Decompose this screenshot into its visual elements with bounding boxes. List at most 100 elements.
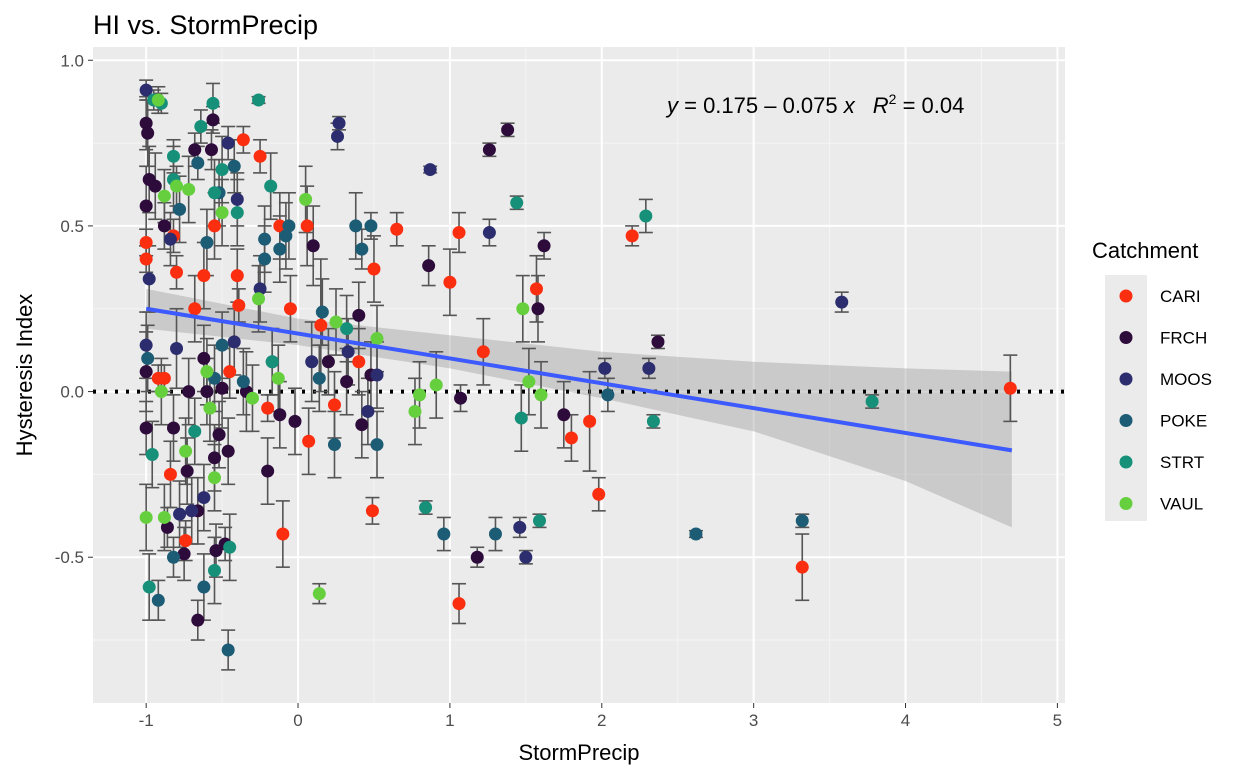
point-poke bbox=[273, 242, 287, 256]
chart-title: HI vs. StormPrecip bbox=[93, 10, 319, 40]
point-vaul bbox=[429, 378, 443, 392]
point-frch bbox=[422, 259, 436, 273]
equation-r2-value: = 0.04 bbox=[896, 93, 964, 118]
point-moos bbox=[197, 491, 211, 505]
point-cari bbox=[261, 401, 275, 415]
point-poke bbox=[221, 643, 235, 657]
y-tick-label: -0.5 bbox=[55, 548, 84, 567]
point-strt bbox=[194, 120, 208, 134]
x-tick-label: 3 bbox=[749, 711, 758, 730]
point-cari bbox=[139, 235, 153, 249]
point-poke bbox=[258, 252, 272, 266]
point-frch bbox=[306, 239, 320, 253]
point-frch bbox=[531, 302, 545, 316]
point-cari bbox=[273, 219, 287, 233]
point-frch bbox=[177, 547, 191, 561]
point-cari bbox=[139, 252, 153, 266]
point-frch bbox=[166, 421, 180, 435]
point-strt bbox=[514, 411, 528, 425]
point-poke bbox=[236, 375, 250, 389]
point-frch bbox=[261, 464, 275, 478]
point-vaul bbox=[370, 332, 384, 346]
point-vaul bbox=[182, 182, 196, 196]
point-strt bbox=[510, 196, 524, 210]
point-moos bbox=[139, 338, 153, 352]
point-frch bbox=[200, 385, 214, 399]
point-frch bbox=[501, 123, 515, 137]
point-frch bbox=[537, 239, 551, 253]
point-vaul bbox=[139, 510, 153, 524]
point-frch bbox=[148, 179, 162, 193]
point-frch bbox=[355, 418, 369, 432]
point-poke bbox=[795, 514, 809, 528]
point-strt bbox=[230, 206, 244, 220]
equation-r2-superscript: 2 bbox=[889, 91, 897, 107]
y-axis-label: Hysteresis Index bbox=[12, 294, 37, 457]
point-cari bbox=[232, 298, 246, 312]
y-tick-label: 0.5 bbox=[60, 217, 84, 236]
point-cari bbox=[452, 226, 466, 240]
point-moos bbox=[305, 355, 319, 369]
point-vaul bbox=[413, 388, 427, 402]
point-vaul bbox=[312, 587, 326, 601]
point-moos bbox=[221, 136, 235, 150]
point-vaul bbox=[157, 510, 171, 524]
point-frch bbox=[182, 385, 196, 399]
point-poke bbox=[355, 242, 369, 256]
point-moos bbox=[163, 232, 177, 246]
equation-r2-label: R bbox=[873, 93, 889, 118]
equation-lhs: y bbox=[665, 93, 680, 118]
point-frch bbox=[139, 421, 153, 435]
y-tick-label: 1.0 bbox=[60, 51, 84, 70]
point-poke bbox=[227, 159, 241, 173]
x-axis-label: StormPrecip bbox=[518, 740, 639, 765]
point-poke bbox=[370, 438, 384, 452]
point-vaul bbox=[203, 401, 217, 415]
point-cari bbox=[188, 302, 202, 316]
point-strt bbox=[206, 96, 220, 110]
point-moos bbox=[173, 507, 187, 521]
regression-line bbox=[145, 306, 1013, 453]
point-frch bbox=[208, 451, 221, 465]
point-cari bbox=[390, 222, 404, 236]
point-frch bbox=[160, 520, 174, 534]
point-cari bbox=[476, 345, 490, 359]
point-cari bbox=[230, 269, 244, 283]
point-frch bbox=[482, 143, 496, 157]
point-frch bbox=[321, 355, 335, 369]
legend-key-poke bbox=[1119, 414, 1133, 427]
point-strt bbox=[264, 179, 278, 193]
legend-label-vaul: VAUL bbox=[1160, 495, 1203, 514]
point-frch bbox=[470, 550, 484, 564]
point-cari bbox=[163, 467, 177, 481]
point-vaul bbox=[522, 375, 536, 389]
point-cari bbox=[452, 597, 466, 611]
point-strt bbox=[646, 414, 660, 428]
point-cari bbox=[276, 527, 290, 541]
point-strt bbox=[208, 563, 221, 577]
point-frch bbox=[139, 116, 153, 130]
data-points bbox=[139, 83, 1017, 657]
point-poke bbox=[327, 438, 341, 452]
point-moos bbox=[185, 504, 199, 518]
point-cari bbox=[157, 371, 171, 385]
point-moos bbox=[519, 550, 533, 564]
point-poke bbox=[364, 219, 378, 233]
point-cari bbox=[300, 219, 314, 233]
point-vaul bbox=[170, 179, 184, 193]
x-tick-label: 4 bbox=[901, 711, 910, 730]
point-strt bbox=[208, 186, 221, 200]
point-cari bbox=[170, 265, 184, 279]
point-strt bbox=[188, 424, 202, 438]
legend-label-moos: MOOS bbox=[1160, 370, 1212, 389]
x-tick-label: -1 bbox=[139, 711, 154, 730]
x-tick-label: 1 bbox=[445, 711, 454, 730]
point-vaul bbox=[408, 404, 422, 418]
point-frch bbox=[139, 199, 153, 213]
point-vaul bbox=[271, 371, 285, 385]
legend: Catchment CARI FRCH MOOS POKE STRT VAUL bbox=[1092, 238, 1212, 521]
equation-rhs: = 0.175 – 0.075 bbox=[678, 93, 844, 118]
point-cari bbox=[529, 282, 543, 296]
point-cari bbox=[564, 431, 578, 445]
point-poke bbox=[437, 527, 451, 541]
